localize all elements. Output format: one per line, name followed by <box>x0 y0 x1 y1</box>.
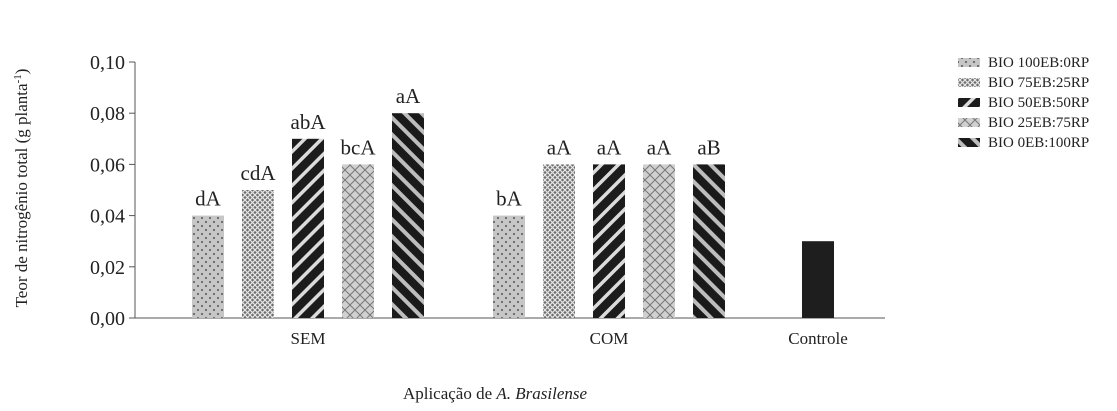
bar-annotation: abA <box>291 110 327 134</box>
bar-annotation: bA <box>496 187 523 211</box>
bar <box>392 113 424 318</box>
bar <box>693 164 725 318</box>
x-category-label: Controle <box>788 329 848 348</box>
legend-swatch <box>958 58 980 67</box>
bar <box>543 164 575 318</box>
bar <box>192 215 224 318</box>
bar-annotation: aA <box>597 135 622 159</box>
y-axis-title: Teor de nitrogênio total (g planta-1) <box>12 69 31 308</box>
legend-swatch <box>958 98 980 107</box>
bar-annotation: cdA <box>241 161 277 185</box>
bar-annotation: aA <box>396 84 421 108</box>
legend-swatch <box>958 138 980 147</box>
legend-label: BIO 100EB:0RP <box>988 55 1089 71</box>
x-axis-title: Aplicação de A. Brasilense <box>403 384 588 403</box>
bar <box>802 241 834 318</box>
y-axis: 0,00 0,02 0,04 0,06 0,08 0,10 <box>90 52 136 330</box>
x-category-label: SEM <box>291 329 326 348</box>
bar <box>242 190 274 318</box>
legend-label: BIO 25EB:75RP <box>988 115 1089 131</box>
y-tick-label: 0,02 <box>90 257 125 279</box>
x-axis: SEM COM Controle <box>135 317 885 348</box>
bar <box>292 138 324 318</box>
y-tick-label: 0,00 <box>90 308 125 330</box>
bar-annotation: aA <box>647 135 672 159</box>
legend-label: BIO 75EB:25RP <box>988 75 1089 91</box>
bars: dA cdA abA bcA aA bA aA aA aA aB <box>192 84 834 318</box>
bar <box>643 164 675 318</box>
bar <box>593 164 625 318</box>
legend-label: BIO 50EB:50RP <box>988 95 1089 111</box>
legend-swatch <box>958 118 980 127</box>
legend-swatch <box>958 78 980 87</box>
bar-annotation: dA <box>195 187 222 211</box>
x-category-label: COM <box>590 329 629 348</box>
bar-annotation: bcA <box>341 135 377 159</box>
y-tick-label: 0,10 <box>90 52 125 74</box>
bar-annotation: aA <box>547 135 572 159</box>
bar <box>342 164 374 318</box>
bar-annotation: aB <box>697 135 720 159</box>
legend-label: BIO 0EB:100RP <box>988 135 1089 151</box>
y-tick-label: 0,06 <box>90 154 125 176</box>
legend: BIO 100EB:0RP BIO 75EB:25RP BIO 50EB:50RP B… <box>958 55 1089 151</box>
y-tick-label: 0,08 <box>90 103 125 125</box>
bar <box>493 215 525 318</box>
y-tick-label: 0,04 <box>90 206 125 228</box>
